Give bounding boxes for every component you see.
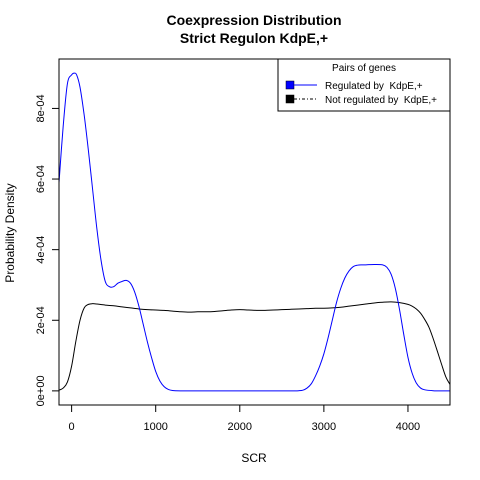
y-axis-label: Probability Density bbox=[3, 183, 17, 282]
chart-subtitle: Strict Regulon KdpE,+ bbox=[180, 30, 328, 46]
y-tick-label: 2e-04 bbox=[35, 306, 47, 334]
plot-frame bbox=[58, 58, 451, 406]
legend-title: Pairs of genes bbox=[332, 63, 396, 74]
x-axis: 0 1000 2000 3000 4000 bbox=[69, 405, 420, 433]
x-axis-label: SCR bbox=[241, 451, 267, 465]
y-tick-label: 8e-04 bbox=[35, 94, 47, 122]
x-tick-label: 2000 bbox=[228, 421, 252, 433]
legend-swatch-regulated bbox=[285, 80, 295, 90]
y-axis: 0e+00 2e-04 4e-04 6e-04 8e-04 bbox=[35, 94, 59, 406]
series-layer bbox=[58, 72, 451, 392]
x-tick-label: 4000 bbox=[396, 421, 420, 433]
x-tick-label: 1000 bbox=[143, 421, 167, 433]
x-tick-label: 0 bbox=[69, 421, 75, 433]
plot-area bbox=[58, 58, 451, 406]
legend-swatch-not-regulated bbox=[285, 94, 295, 104]
legend-label-regulated: Regulated by KdpE,+ bbox=[325, 81, 423, 92]
chart-title: Coexpression Distribution bbox=[166, 12, 341, 28]
series-line-not-regulated bbox=[58, 301, 451, 391]
y-tick-label: 4e-04 bbox=[35, 236, 47, 264]
legend: Pairs of genes Regulated by KdpE,+ Not r… bbox=[277, 58, 451, 112]
legend-label-not-regulated: Not regulated by KdpE,+ bbox=[325, 95, 437, 106]
x-tick-label: 3000 bbox=[312, 421, 336, 433]
y-tick-label: 0e+00 bbox=[35, 375, 47, 406]
y-tick-label: 6e-04 bbox=[35, 165, 47, 193]
series-line-regulated bbox=[58, 72, 451, 392]
